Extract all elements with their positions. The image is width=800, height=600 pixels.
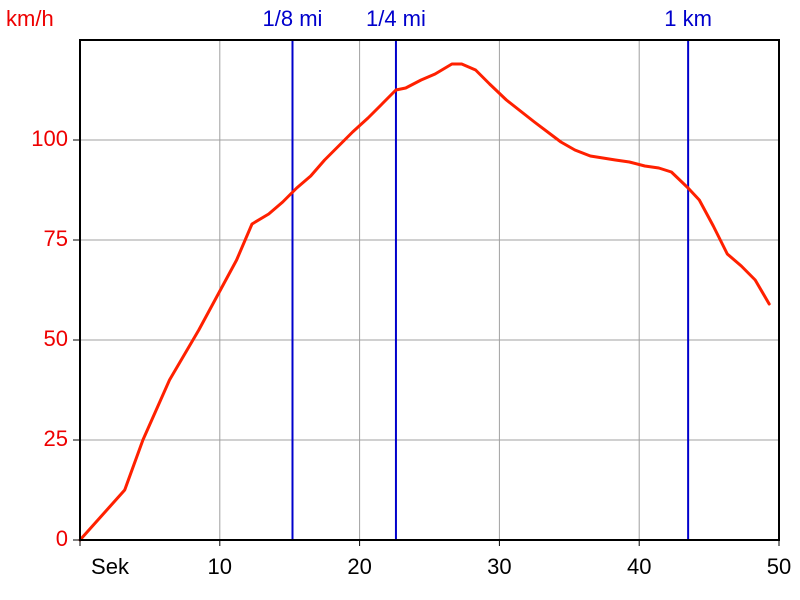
x-tick-label: 20 xyxy=(347,554,371,579)
speed-series-line xyxy=(78,62,771,542)
grid xyxy=(80,40,779,540)
distance-marker-label: 1 km xyxy=(664,6,712,31)
y-tick-label: 100 xyxy=(31,126,68,151)
x-tick-label: 30 xyxy=(487,554,511,579)
y-tick-label: 25 xyxy=(44,426,68,451)
series-group xyxy=(78,62,771,542)
plot-frame xyxy=(79,39,780,541)
x-tick-label: 40 xyxy=(627,554,651,579)
y-tick-label: 0 xyxy=(56,526,68,551)
distance-marker-label: 1/8 mi xyxy=(263,6,323,31)
y-axis-unit-label: km/h xyxy=(6,6,54,31)
distance-markers: 1/8 mi 1/4 mi 1 km xyxy=(263,6,712,540)
x-tick-label: 50 xyxy=(767,554,791,579)
y-tick-label: 50 xyxy=(44,326,68,351)
distance-marker-label: 1/4 mi xyxy=(366,6,426,31)
x-tick-label: 10 xyxy=(208,554,232,579)
axis-ticks: Sek 10 20 30 40 50 0 25 50 75 100 xyxy=(31,126,791,579)
y-tick-label: 75 xyxy=(44,226,68,251)
x-tick-label: Sek xyxy=(91,554,130,579)
